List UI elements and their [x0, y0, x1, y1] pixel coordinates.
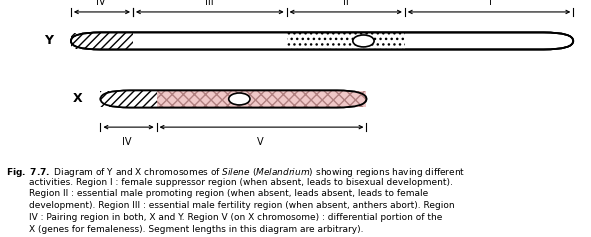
Text: $\mathbf{Fig.\ 7.7.}$ Diagram of Y and X chromosomes of $\it{Silene}$ ($\it{Mela: $\mathbf{Fig.\ 7.7.}$ Diagram of Y and X…	[6, 166, 465, 179]
Bar	[133, 33, 287, 49]
Text: activities. Region I : female suppressor region (when absent, leads to bisexual : activities. Region I : female suppressor…	[30, 178, 453, 187]
Text: I: I	[489, 0, 492, 7]
Text: Region II : essential male promoting region (when absent, leads absent, leads to: Region II : essential male promoting reg…	[30, 189, 428, 198]
Bar	[133, 33, 405, 49]
Text: V: V	[256, 137, 264, 146]
Bar	[100, 91, 157, 107]
FancyBboxPatch shape	[71, 32, 573, 50]
Text: III: III	[206, 0, 214, 7]
Ellipse shape	[353, 35, 374, 47]
Text: IV : Pairing region in both, X and Y. Region V (on X chromosome) : differential : IV : Pairing region in both, X and Y. Re…	[30, 213, 443, 222]
Text: Y: Y	[44, 34, 53, 47]
Ellipse shape	[229, 93, 250, 105]
FancyBboxPatch shape	[100, 91, 366, 108]
Bar	[71, 33, 133, 49]
Text: development). Region III : essential male fertility region (when absent, anthers: development). Region III : essential mal…	[30, 201, 455, 210]
Text: II: II	[343, 0, 349, 7]
Text: X (genes for femaleness). Segment lengths in this diagram are arbitrary).: X (genes for femaleness). Segment length…	[30, 225, 364, 233]
Text: X: X	[73, 92, 83, 105]
Bar	[157, 91, 366, 107]
Text: IV: IV	[96, 0, 105, 7]
Text: IV: IV	[122, 137, 132, 146]
